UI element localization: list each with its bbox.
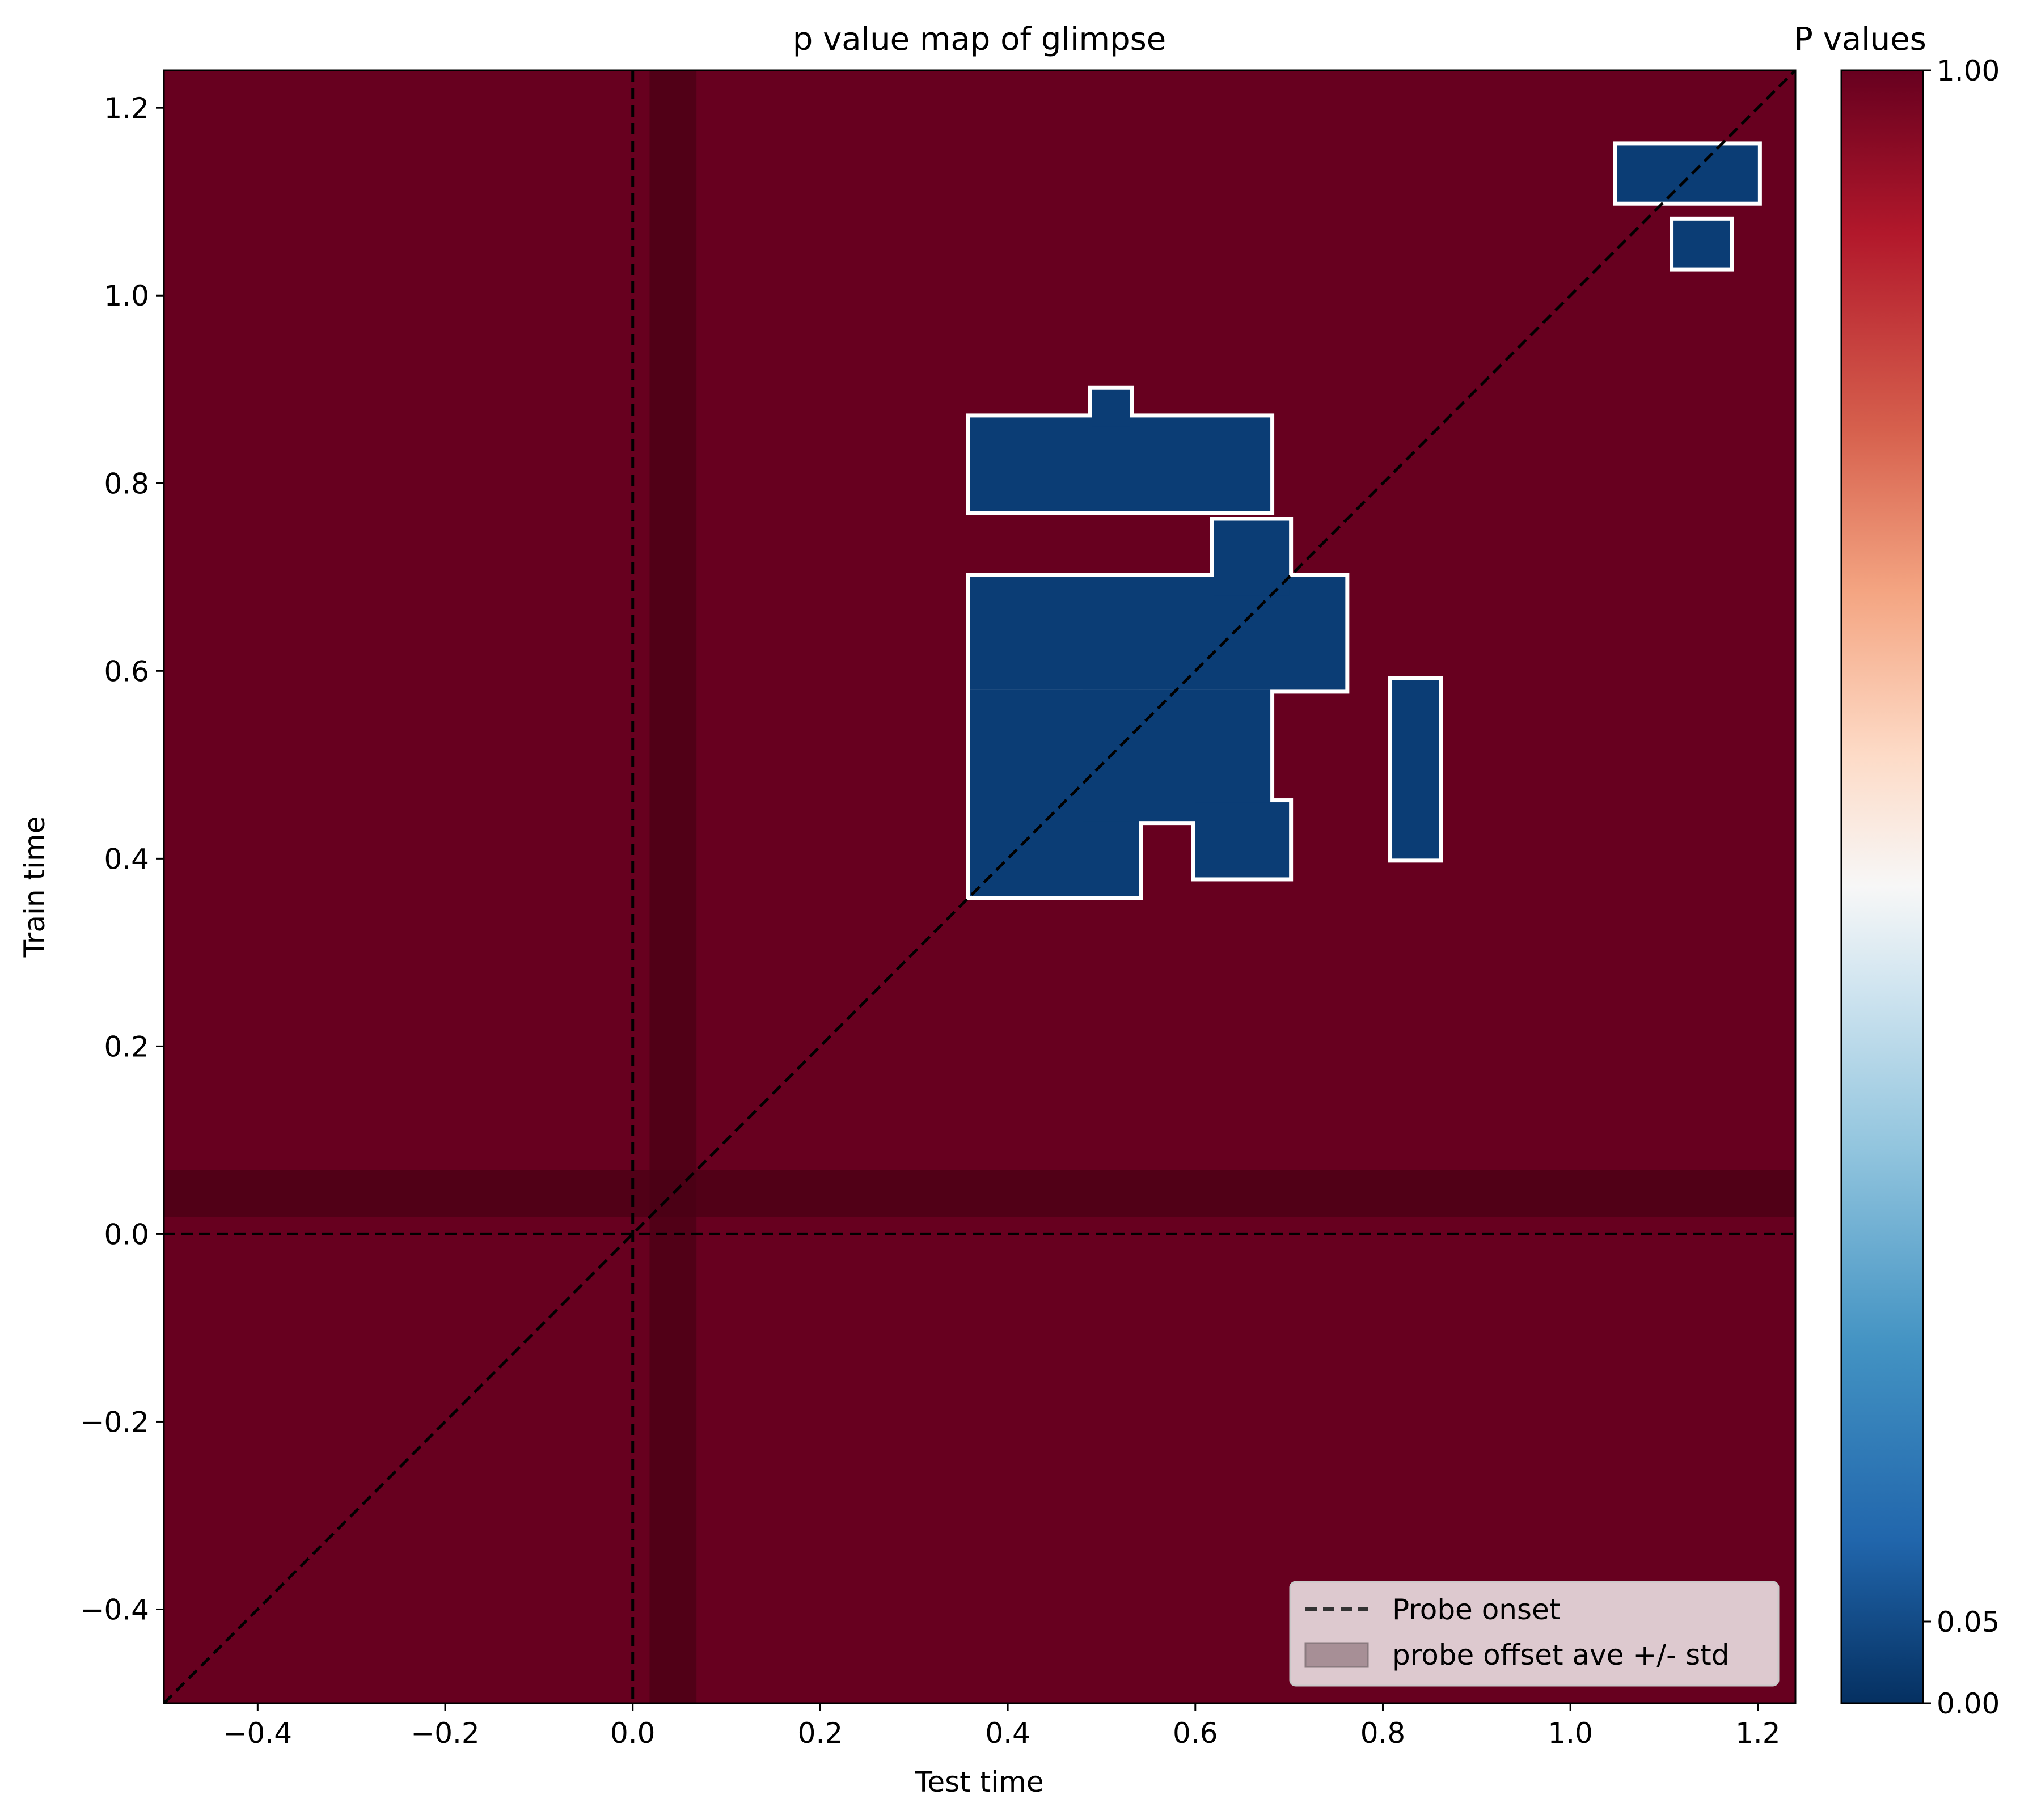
significant-region <box>1083 689 1271 822</box>
legend-box <box>1289 1581 1780 1687</box>
probe-offset-band-horizontal <box>164 1170 1795 1217</box>
colorbar-gradient <box>1840 69 1924 1704</box>
y-tick-label: 0.6 <box>104 655 149 688</box>
y-tick-label: −0.4 <box>81 1593 149 1626</box>
significant-region <box>1617 145 1758 202</box>
colorbar-tick-label: 0.05 <box>1937 1606 2000 1639</box>
y-tick-label: 1.0 <box>104 280 149 312</box>
x-axis-label: Test time <box>914 1766 1043 1798</box>
colorbar-title: P values <box>1794 21 1926 58</box>
y-axis-ticks: −0.4 −0.2 0.0 0.2 0.4 0.6 0.8 1.0 1.2 <box>81 92 164 1626</box>
y-tick-label: 1.2 <box>104 92 149 125</box>
x-axis-ticks: −0.4 −0.2 0.0 0.2 0.4 0.6 0.8 1.0 1.2 <box>223 1703 1781 1750</box>
y-tick-label: 0.0 <box>104 1218 149 1251</box>
chart-title: p value map of glimpse <box>793 21 1167 58</box>
legend-entry-probe-onset: Probe onset <box>1392 1593 1560 1626</box>
y-axis-label: Train time <box>18 816 51 958</box>
x-tick-label: 1.0 <box>1548 1717 1593 1750</box>
diagonal-line <box>164 70 1795 1703</box>
plot-frame <box>163 69 1797 1704</box>
significant-region <box>970 417 1271 511</box>
x-tick-label: 1.2 <box>1735 1717 1781 1750</box>
y-tick-label: 0.2 <box>104 1030 149 1063</box>
y-tick-label: −0.2 <box>81 1406 149 1438</box>
y-tick-label: 0.8 <box>104 467 149 500</box>
significant-region <box>1214 520 1290 596</box>
colorbar: P values 0.00 0.05 1.00 <box>1794 21 2000 1720</box>
colorbar-tick-label: 1.00 <box>1937 54 2000 87</box>
plot-area <box>163 69 1797 1704</box>
colorbar-tick-label: 0.00 <box>1937 1687 2000 1720</box>
x-tick-label: 0.2 <box>798 1717 843 1750</box>
reference-lines <box>164 70 1795 1703</box>
x-tick-label: −0.2 <box>411 1717 479 1750</box>
x-tick-label: −0.4 <box>223 1717 292 1750</box>
x-tick-label: 0.6 <box>1173 1717 1218 1750</box>
significant-region <box>970 577 1346 690</box>
x-tick-label: 0.4 <box>985 1717 1030 1750</box>
y-tick-label: 0.4 <box>104 843 149 875</box>
colorbar-ticks: 0.00 0.05 1.00 <box>1923 54 2000 1720</box>
legend: Probe onset probe offset ave +/- std <box>1289 1581 1780 1687</box>
legend-band-swatch <box>1304 1642 1369 1668</box>
legend-entry-probe-offset: probe offset ave +/- std <box>1392 1639 1729 1671</box>
significant-region <box>1092 389 1130 427</box>
x-tick-label: 0.8 <box>1360 1717 1406 1750</box>
x-tick-label: 0.0 <box>610 1717 656 1750</box>
probe-offset-bands <box>164 70 1795 1703</box>
significant-region <box>1392 680 1439 859</box>
significant-region <box>1195 802 1290 878</box>
significant-region <box>1673 220 1730 268</box>
probe-offset-band-vertical <box>649 70 697 1703</box>
